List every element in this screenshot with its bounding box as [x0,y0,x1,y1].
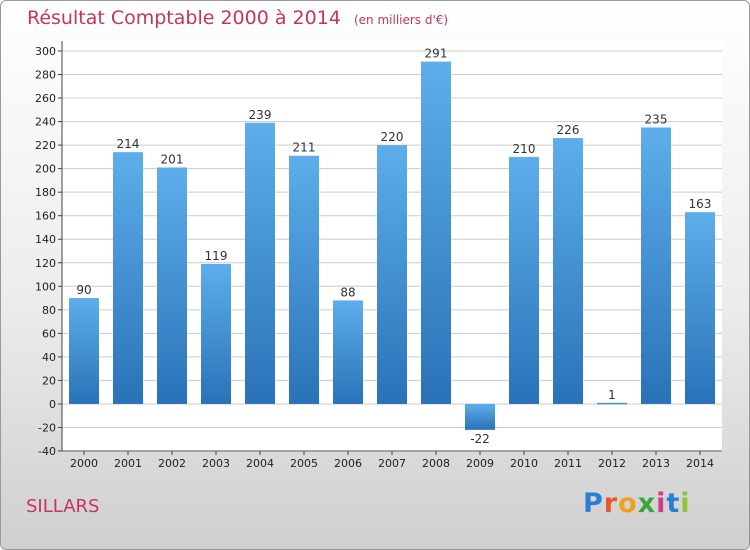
data-label-2008: 291 [425,47,448,61]
x-tick-label: 2003 [202,457,230,470]
logo-letter: P [583,488,604,519]
x-tick-label: 2009 [466,457,494,470]
location-name: SILLARS [26,496,100,517]
y-tick-label: 260 [35,92,56,105]
proxiti-logo[interactable]: Proxiti [583,488,691,519]
x-tick-label: 2008 [422,457,450,470]
chart-title: Résultat Comptable 2000 à 2014 [27,7,341,29]
y-tick-label: 40 [42,351,56,364]
x-tick-label: 2001 [114,457,142,470]
bar-2002[interactable] [157,167,187,404]
y-tick-label: 60 [42,327,56,340]
bar-2011[interactable] [553,138,583,404]
y-tick-label: 280 [35,69,56,82]
data-label-2003: 119 [205,249,228,263]
data-label-2007: 220 [381,130,404,144]
x-tick-label: 2000 [70,457,98,470]
y-tick-label: -40 [38,445,56,458]
x-tick-label: 2011 [554,457,582,470]
y-tick-label: 200 [35,163,56,176]
x-tick-label: 2012 [598,457,626,470]
y-tick-label: 220 [35,139,56,152]
bar-2001[interactable] [113,152,143,404]
y-tick-label: 240 [35,116,56,129]
y-tick-label: 160 [35,210,56,223]
y-tick-label: 0 [49,398,56,411]
bar-2013[interactable] [641,127,671,404]
chart-subtitle: (en milliers d'€) [353,13,449,27]
bar-2006[interactable] [333,300,363,404]
x-tick-label: 2007 [378,457,406,470]
logo-letter: i [656,488,667,519]
bar-2005[interactable] [289,155,319,404]
data-label-2001: 214 [117,137,140,151]
data-label-2000: 90 [76,283,91,297]
data-label-2013: 235 [645,112,668,126]
y-tick-label: 300 [35,45,56,58]
bars [69,61,715,430]
x-tick-label: 2004 [246,457,274,470]
data-label-2004: 239 [249,108,272,122]
y-tick-label: 180 [35,186,56,199]
logo-letter: t [666,488,681,519]
data-label-2014: 163 [689,197,712,211]
bar-2010[interactable] [509,156,539,404]
x-tick-label: 2014 [686,457,714,470]
data-label-2012: 1 [608,388,616,402]
bar-2009[interactable] [465,403,495,430]
x-tick-label: 2010 [510,457,538,470]
axes: -40 -20 0 20 40 60 80 100 120 140 160 180 200 220 240 2… [35,41,722,470]
y-tick-label: 100 [35,280,56,293]
data-labels: 90 214 201 119 239 211 88 220 291 -22 210 226 1 235 16… [76,47,711,446]
bar-2003[interactable] [201,263,231,404]
bar-2000[interactable] [69,298,99,404]
bar-2008[interactable] [421,61,451,404]
bar-2007[interactable] [377,145,407,404]
bar-2014[interactable] [685,212,715,404]
x-tick-label: 2002 [158,457,186,470]
data-label-2006: 88 [340,285,355,299]
bar-2012[interactable] [597,402,627,405]
data-label-2002: 201 [161,152,184,166]
y-tick-label: -20 [38,421,56,434]
data-label-2005: 211 [293,141,316,155]
bar-2004[interactable] [245,122,275,404]
data-label-2011: 226 [557,123,580,137]
logo-letter: i [680,488,691,519]
y-tick-label: 80 [42,304,56,317]
x-tick-label: 2013 [642,457,670,470]
logo-letter: o [618,488,638,519]
logo-letter: x [637,488,657,519]
data-label-2010: 210 [513,142,536,156]
x-tick-label: 2006 [334,457,362,470]
y-tick-label: 140 [35,233,56,246]
y-tick-label: 120 [35,257,56,270]
data-label-2009: -22 [470,432,490,446]
logo-letter: r [603,488,619,519]
x-tick-label: 2005 [290,457,318,470]
y-tick-label: 20 [42,374,56,387]
chart-title-block: Résultat Comptable 2000 à 2014 (en milli… [27,7,448,29]
